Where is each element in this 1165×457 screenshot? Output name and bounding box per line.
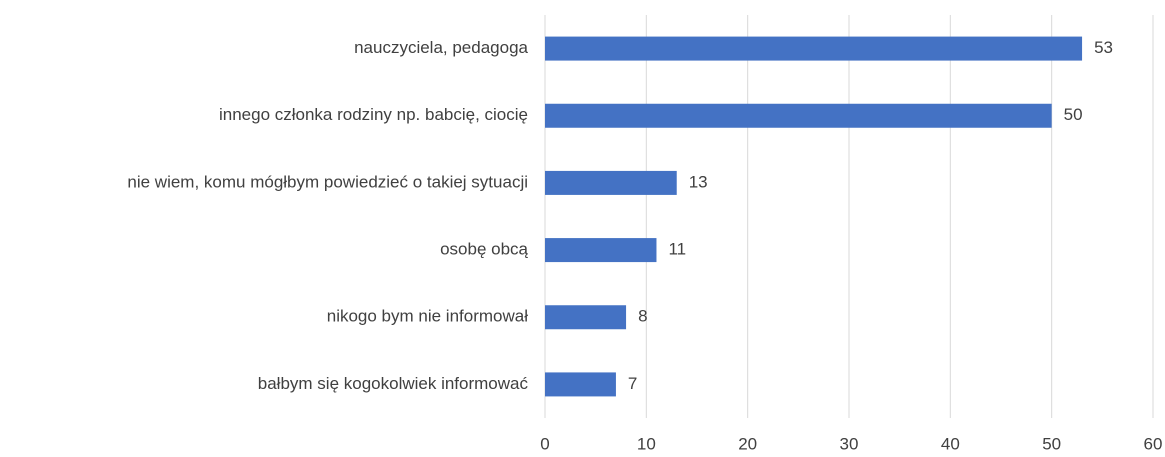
bar xyxy=(545,170,677,195)
y-tick-label: osobę obcą xyxy=(440,240,528,259)
data-label: 7 xyxy=(628,374,637,393)
y-tick-label: nauczyciela, pedagoga xyxy=(354,38,528,57)
y-tick-label: nie wiem, komu mógłbym powiedzieć o taki… xyxy=(127,172,528,191)
y-tick-label: bałbym się kogokolwiek informować xyxy=(258,374,529,393)
bar xyxy=(545,305,627,330)
x-tick-label: 0 xyxy=(540,434,549,453)
x-tick-label: 20 xyxy=(738,434,757,453)
data-label: 8 xyxy=(638,307,647,326)
x-tick-label: 40 xyxy=(941,434,960,453)
x-tick-label: 60 xyxy=(1144,434,1163,453)
x-tick-label: 10 xyxy=(637,434,656,453)
data-label: 50 xyxy=(1064,105,1083,124)
data-label: 53 xyxy=(1094,38,1113,57)
data-label: 13 xyxy=(689,172,708,191)
x-tick-label: 30 xyxy=(840,434,859,453)
bar xyxy=(545,372,616,397)
x-tick-label: 50 xyxy=(1042,434,1061,453)
bar xyxy=(545,103,1052,128)
bar xyxy=(545,238,657,263)
y-tick-label: nikogo bym nie informował xyxy=(327,307,528,326)
bar xyxy=(545,36,1083,61)
y-tick-label: innego członka rodziny np. babcię, cioci… xyxy=(219,105,528,124)
data-label: 11 xyxy=(668,240,686,259)
